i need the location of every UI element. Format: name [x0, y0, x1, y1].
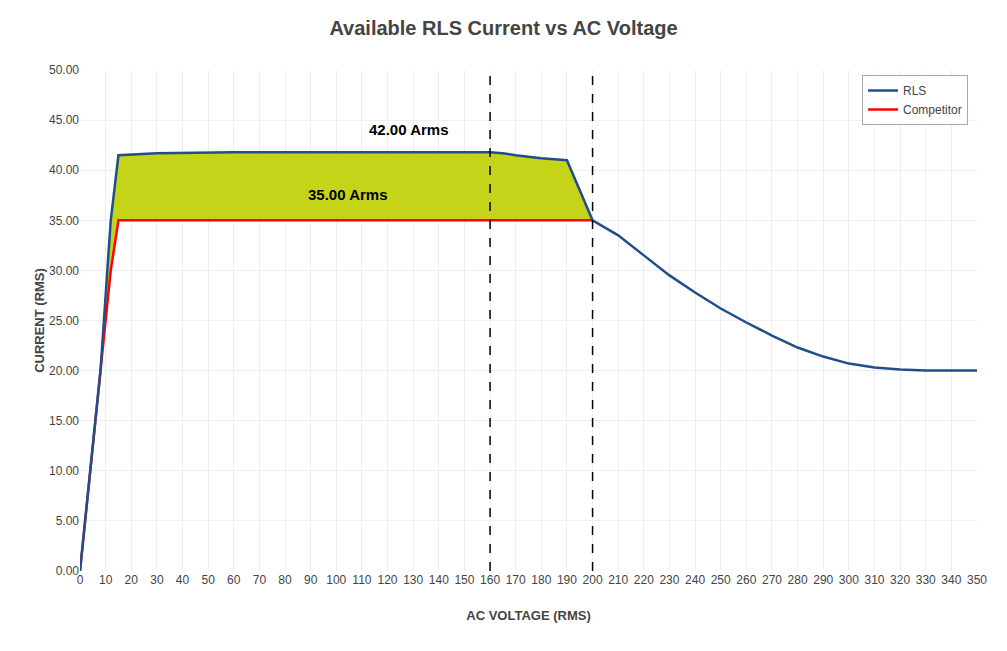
- svg-text:20.00: 20.00: [49, 364, 79, 378]
- svg-text:90: 90: [304, 573, 318, 587]
- svg-text:10: 10: [99, 573, 113, 587]
- svg-text:350: 350: [967, 573, 987, 587]
- svg-text:220: 220: [634, 573, 654, 587]
- svg-text:30.00: 30.00: [49, 264, 79, 278]
- svg-text:42.00 Arms: 42.00 Arms: [369, 121, 449, 138]
- svg-text:180: 180: [531, 573, 551, 587]
- svg-text:Competitor: Competitor: [903, 103, 962, 117]
- svg-text:150: 150: [454, 573, 474, 587]
- svg-text:5.00: 5.00: [56, 514, 80, 528]
- svg-text:0: 0: [77, 573, 84, 587]
- svg-text:70: 70: [253, 573, 267, 587]
- svg-text:330: 330: [916, 573, 936, 587]
- svg-text:270: 270: [762, 573, 782, 587]
- svg-text:45.00: 45.00: [49, 113, 79, 127]
- svg-text:320: 320: [890, 573, 910, 587]
- svg-text:40.00: 40.00: [49, 163, 79, 177]
- svg-text:170: 170: [506, 573, 526, 587]
- svg-text:25.00: 25.00: [49, 314, 79, 328]
- svg-text:35.00: 35.00: [49, 214, 79, 228]
- svg-text:50.00: 50.00: [49, 63, 79, 77]
- svg-text:CURRENT (RMS): CURRENT (RMS): [32, 268, 47, 373]
- svg-text:280: 280: [788, 573, 808, 587]
- svg-text:310: 310: [864, 573, 884, 587]
- svg-text:160: 160: [480, 573, 500, 587]
- svg-text:260: 260: [736, 573, 756, 587]
- svg-text:340: 340: [941, 573, 961, 587]
- svg-text:300: 300: [839, 573, 859, 587]
- svg-text:RLS: RLS: [903, 84, 926, 98]
- svg-text:240: 240: [685, 573, 705, 587]
- svg-text:140: 140: [429, 573, 449, 587]
- svg-text:120: 120: [378, 573, 398, 587]
- svg-text:250: 250: [711, 573, 731, 587]
- svg-text:230: 230: [659, 573, 679, 587]
- svg-text:50: 50: [201, 573, 215, 587]
- svg-text:0.00: 0.00: [56, 564, 80, 578]
- svg-text:15.00: 15.00: [49, 414, 79, 428]
- svg-text:190: 190: [557, 573, 577, 587]
- svg-text:20: 20: [125, 573, 139, 587]
- svg-text:130: 130: [403, 573, 423, 587]
- svg-text:290: 290: [813, 573, 833, 587]
- svg-text:100: 100: [326, 573, 346, 587]
- svg-text:60: 60: [227, 573, 241, 587]
- svg-text:200: 200: [583, 573, 603, 587]
- svg-text:210: 210: [608, 573, 628, 587]
- svg-text:10.00: 10.00: [49, 464, 79, 478]
- svg-text:35.00 Arms: 35.00 Arms: [308, 186, 388, 203]
- svg-text:110: 110: [352, 573, 371, 587]
- svg-text:30: 30: [150, 573, 164, 587]
- svg-text:Available RLS Current vs AC Vo: Available RLS Current vs AC Voltage: [329, 17, 677, 39]
- svg-text:AC VOLTAGE (RMS): AC VOLTAGE (RMS): [466, 608, 590, 623]
- svg-text:40: 40: [176, 573, 190, 587]
- svg-text:80: 80: [278, 573, 292, 587]
